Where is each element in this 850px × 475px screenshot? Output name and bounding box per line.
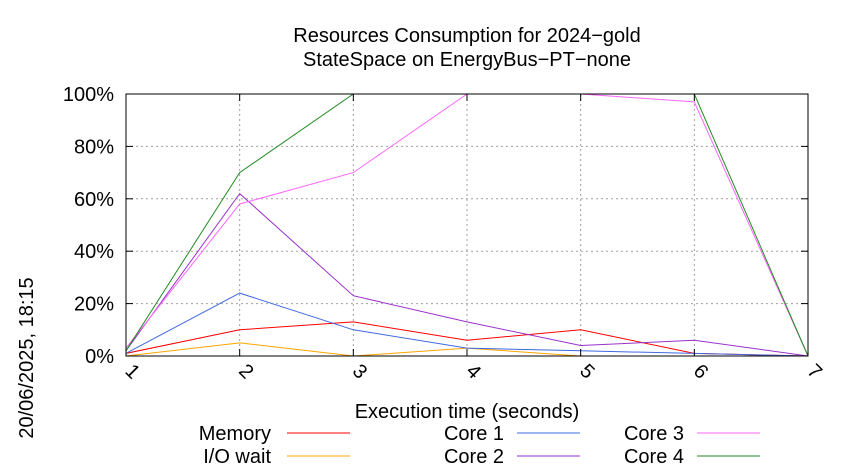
legend-label-core-4: Core 4 [624, 446, 684, 468]
y-axis-ticks: 0% 20% 40% 60% 80% 100% [63, 84, 808, 368]
y-tick-label: 100% [63, 84, 114, 106]
y-tick-label: 80% [74, 136, 114, 158]
x-tick-label: 5 [575, 360, 598, 383]
legend-label-i-o-wait: I/O wait [203, 446, 271, 468]
legend-label-core-2: Core 2 [444, 446, 504, 468]
chart-title: Resources Consumption for 2024−gold [293, 25, 640, 47]
legend-label-core-3: Core 3 [624, 423, 684, 445]
grid-lines [126, 94, 808, 356]
y-tick-label: 60% [74, 189, 114, 211]
series-line-core-2 [125, 192, 809, 357]
y-tick-label: 0% [85, 346, 114, 368]
x-axis-label: Execution time (seconds) [355, 401, 580, 423]
timestamp-label: 20/06/2025, 18:15 [16, 277, 38, 438]
y-tick-label: 20% [74, 294, 114, 316]
x-tick-label: 6 [689, 360, 712, 383]
chart-subtitle: StateSpace on EnergyBus−PT−none [303, 49, 631, 71]
x-tick-label: 4 [462, 360, 485, 383]
x-tick-label: 3 [348, 360, 371, 383]
x-tick-label: 2 [234, 360, 257, 383]
x-tick-label: 1 [121, 360, 144, 383]
legend-label-memory: Memory [199, 423, 271, 445]
legend-label-core-1: Core 1 [444, 423, 504, 445]
x-tick-label: 7 [803, 360, 826, 383]
y-tick-label: 40% [74, 241, 114, 263]
